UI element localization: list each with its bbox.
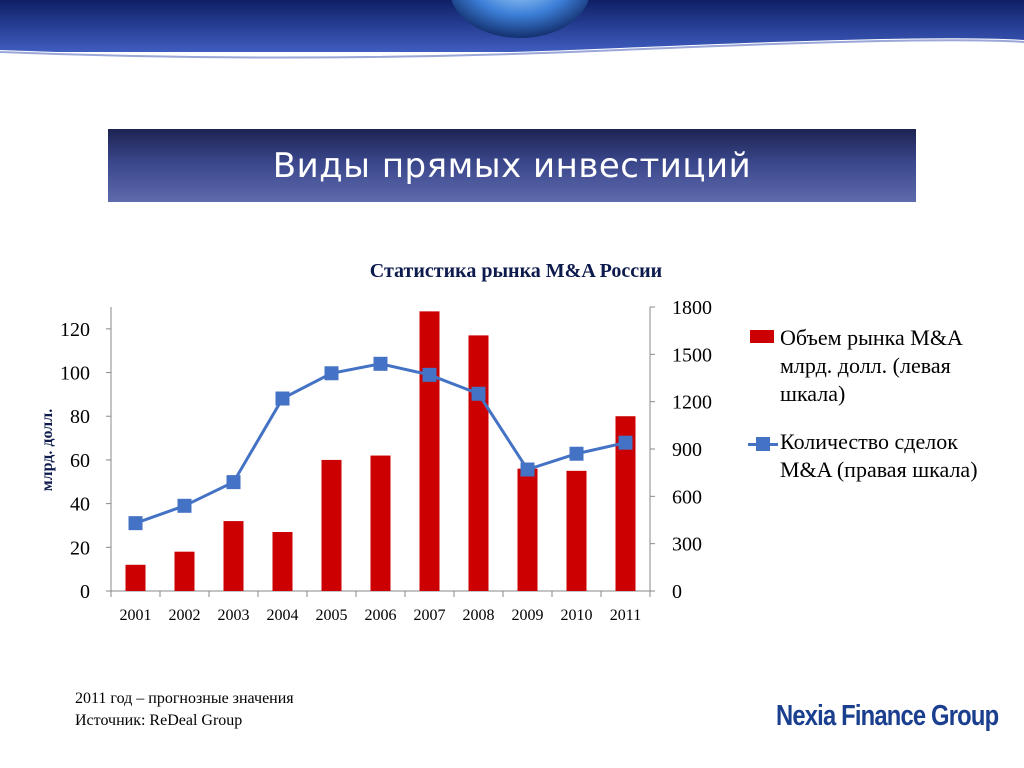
point-2001 <box>128 516 143 531</box>
x-tick-label: 2011 <box>610 607 641 624</box>
point-2008 <box>471 386 486 401</box>
slide-title: Виды прямых инвестиций <box>272 145 752 186</box>
header-banner <box>0 0 1024 70</box>
footnote: 2011 год – прогнозные значения Источник:… <box>75 688 294 732</box>
left-tick-label: 120 <box>60 319 90 341</box>
right-tick-label: 1500 <box>672 344 712 366</box>
point-2002 <box>177 498 192 513</box>
bar-2004 <box>272 532 293 591</box>
left-tick-label: 0 <box>80 581 90 603</box>
right-tick-label: 300 <box>672 534 702 556</box>
point-2004 <box>275 391 290 406</box>
bar-2007 <box>419 311 440 591</box>
title-bar: Виды прямых инвестиций <box>108 129 916 202</box>
chart-title: Статистика рынка M&A России <box>370 260 662 282</box>
legend-label-volume: Объем рынка M&A млрд. долл. (левая шкала… <box>780 325 962 406</box>
tick-labels: 0204060801001200300600900120015001800200… <box>60 297 712 624</box>
y-axis-label: млрд. долл. <box>39 409 56 492</box>
left-tick-label: 100 <box>60 363 90 385</box>
left-tick-label: 60 <box>70 450 90 472</box>
legend-line-swatch <box>748 437 778 451</box>
x-tick-label: 2007 <box>414 607 446 624</box>
x-tick-label: 2001 <box>120 607 152 624</box>
company-logo: Nexia Finance Group <box>776 700 999 732</box>
x-tick-label: 2010 <box>561 607 593 624</box>
footnote-source: Источник: ReDeal Group <box>75 712 243 729</box>
x-tick-label: 2002 <box>169 607 201 624</box>
ma-chart: Статистика рынка M&A России млрд. долл. … <box>39 260 712 624</box>
bar-2005 <box>321 459 342 591</box>
bar-2009 <box>517 468 538 591</box>
right-tick-label: 900 <box>672 439 702 461</box>
right-tick-label: 1200 <box>672 392 712 414</box>
legend-item-deals: Количество сделок M&A (правая шкала) <box>748 428 998 484</box>
legend-label-deals: Количество сделок M&A (правая шкала) <box>780 429 978 482</box>
bar-2001 <box>125 564 146 591</box>
left-tick-label: 40 <box>70 494 90 516</box>
point-2005 <box>324 366 339 381</box>
point-2003 <box>226 475 241 490</box>
x-tick-label: 2005 <box>316 607 348 624</box>
left-tick-label: 80 <box>70 406 90 428</box>
x-tick-label: 2003 <box>218 607 250 624</box>
bar-2008 <box>468 335 489 591</box>
bar-2002 <box>174 551 195 591</box>
point-2010 <box>569 446 584 461</box>
bar-series <box>125 311 636 591</box>
bar-2011 <box>615 416 636 591</box>
right-tick-label: 0 <box>672 581 682 603</box>
footnote-forecast: 2011 год – прогнозные значения <box>75 690 294 707</box>
left-tick-label: 20 <box>70 537 90 559</box>
bar-2003 <box>223 521 244 591</box>
bar-2010 <box>566 470 587 591</box>
globe-graphic <box>451 0 589 38</box>
x-tick-label: 2008 <box>463 607 495 624</box>
x-tick-label: 2004 <box>267 607 299 624</box>
point-2007 <box>422 367 437 382</box>
legend-item-volume: Объем рынка M&A млрд. долл. (левая шкала… <box>748 324 998 408</box>
right-tick-label: 1800 <box>672 297 712 319</box>
point-2006 <box>373 356 388 371</box>
line-series <box>128 356 633 531</box>
x-tick-label: 2006 <box>365 607 397 624</box>
point-2011 <box>618 435 633 450</box>
right-tick-label: 600 <box>672 486 702 508</box>
bar-2006 <box>370 455 391 591</box>
x-tick-label: 2009 <box>512 607 544 624</box>
chart-legend: Объем рынка M&A млрд. долл. (левая шкала… <box>748 324 998 484</box>
point-2009 <box>520 462 535 477</box>
legend-bar-swatch <box>750 330 774 343</box>
